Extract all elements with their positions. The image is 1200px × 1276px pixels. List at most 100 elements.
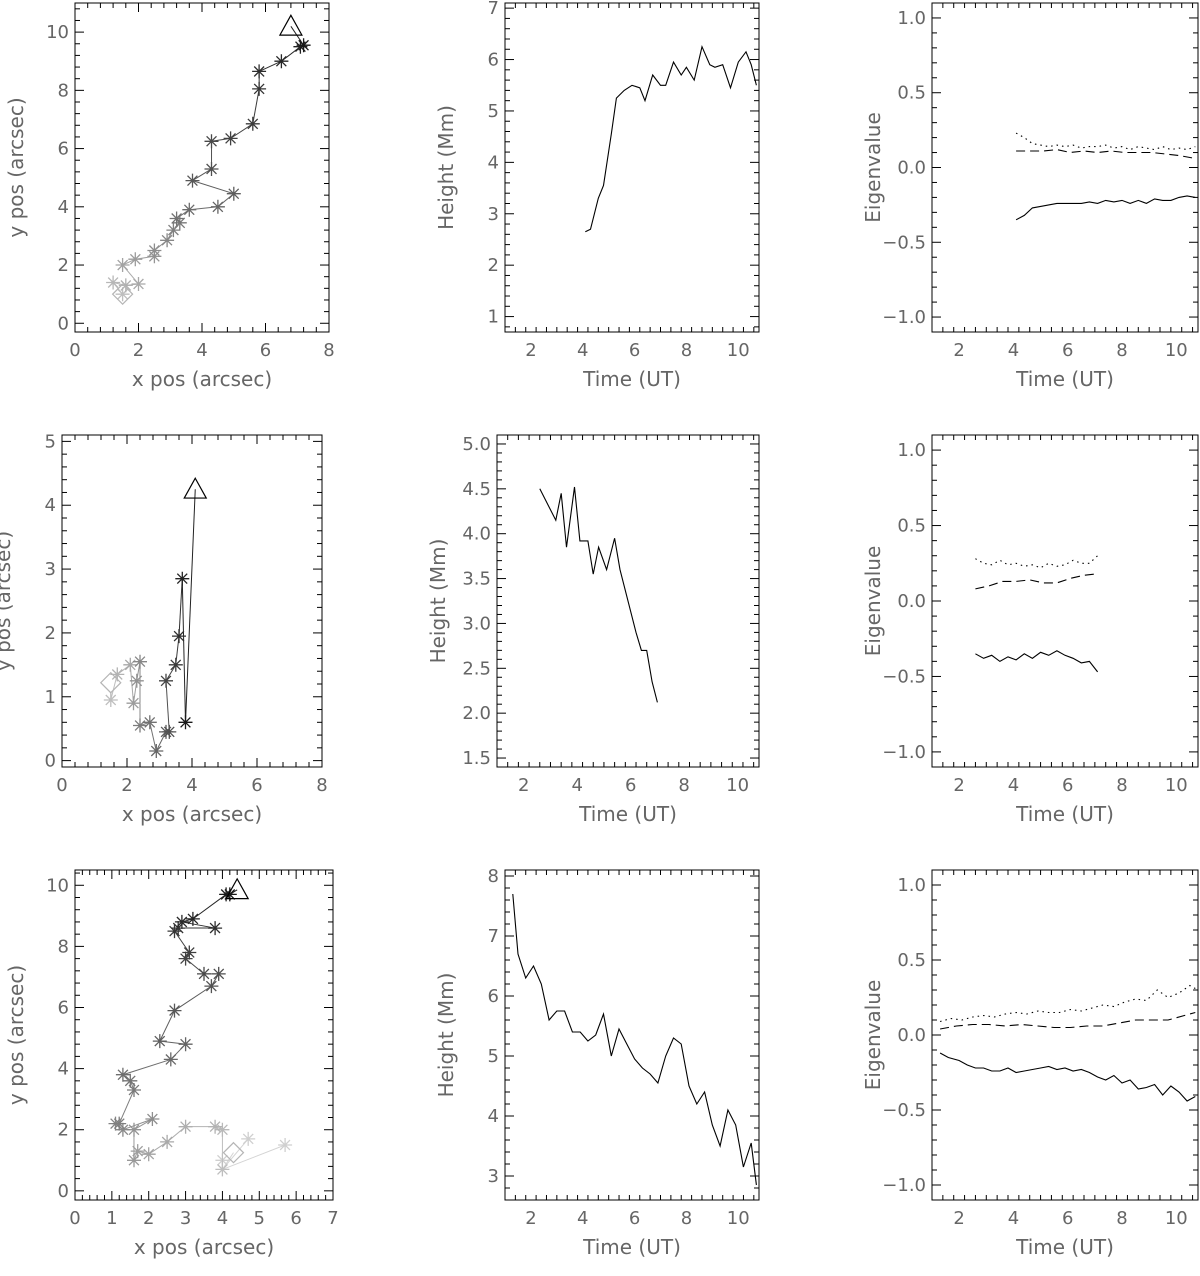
y-tick-label: 5 (488, 101, 499, 122)
data-layer (939, 984, 1196, 1102)
track-segment (192, 168, 212, 182)
track-point (178, 1119, 193, 1134)
y-tick-label: 2 (488, 255, 499, 276)
track-point (106, 275, 121, 290)
track-point (197, 966, 211, 981)
y-axis-label: Eigenvalue (861, 980, 885, 1091)
x-tick-label: 10 (727, 340, 750, 361)
x-tick-label: 4 (577, 1208, 588, 1229)
end-triangle-marker (183, 477, 208, 499)
y-tick-label: 10 (46, 22, 69, 43)
x-tick-label: 10 (1165, 340, 1188, 361)
x-tick-label: 8 (323, 340, 334, 361)
y-tick-label: 0.5 (897, 950, 926, 971)
track-point (204, 134, 219, 149)
track-point (103, 693, 118, 707)
y-axis-label: y pos (arcsec) (0, 531, 15, 671)
dotted-series-line (975, 555, 1098, 569)
track-point (167, 1003, 182, 1018)
track-point (149, 744, 164, 758)
panel-1: 0 2 4 6 8 0 2 4 6 8 10 x pos (arcsec) y pos (arcsec) (4, 2, 335, 391)
dotted-series-line (939, 984, 1196, 1023)
track-point (131, 277, 146, 291)
x-axis-label: Time (UT) (578, 802, 677, 826)
x-tick-label: 6 (1062, 340, 1073, 361)
track-point (115, 1122, 130, 1137)
x-axis-label: Time (UT) (1015, 1235, 1114, 1259)
y-tick-label: 0.0 (897, 1025, 926, 1046)
track-point (145, 1112, 160, 1126)
track-point (245, 116, 260, 131)
solid-series-line (975, 650, 1099, 673)
y-tick-label: −0.5 (882, 1100, 926, 1121)
x-tick-label: 2 (953, 775, 964, 796)
track-point (185, 173, 200, 188)
track-point (130, 1144, 145, 1159)
y-tick-label: 5.0 (462, 434, 491, 455)
x-tick-label: 6 (1062, 775, 1073, 796)
y-tick-label: 7 (488, 926, 499, 947)
plot-frame (504, 2, 760, 333)
x-tick-label: 6 (260, 340, 271, 361)
y-axis-label: Height (Mm) (426, 539, 450, 664)
track-point (123, 657, 138, 672)
y-tick-label: −1.0 (882, 307, 926, 328)
track-point (112, 1116, 127, 1131)
y-tick-label: 7 (488, 0, 499, 19)
y-tick-label: 0.0 (897, 158, 926, 179)
track-point (278, 1138, 293, 1152)
track-point (162, 724, 177, 739)
y-tick-label: 1.0 (897, 440, 926, 461)
x-axis-label: x pos (arcsec) (132, 367, 272, 391)
y-axis-label: y pos (arcsec) (4, 97, 28, 237)
track-point (172, 629, 186, 644)
track-point (118, 278, 133, 293)
y-tick-label: 8 (488, 866, 499, 887)
track-point (174, 914, 189, 929)
x-tick-label: 4 (1008, 340, 1019, 361)
solid-series-line (1015, 195, 1196, 221)
track-segment (222, 1144, 286, 1170)
x-tick-label: 5 (254, 1208, 265, 1229)
track-segment (149, 722, 157, 752)
track-segment (165, 664, 177, 682)
track-point (171, 921, 186, 936)
track-segment (252, 88, 260, 124)
track-point (128, 252, 143, 267)
x-tick-label: 10 (1165, 775, 1188, 796)
x-tick-label: 8 (678, 775, 689, 796)
x-tick-label: 2 (525, 340, 536, 361)
y-tick-label: 2 (58, 255, 69, 276)
track-point (215, 1162, 230, 1177)
x-tick-label: 8 (1116, 340, 1127, 361)
start-diamond-marker (111, 283, 134, 305)
y-tick-label: 4 (58, 1059, 69, 1080)
solid-series-line (539, 486, 658, 703)
y-tick-label: −0.5 (882, 666, 926, 687)
y-tick-label: 4 (45, 495, 56, 516)
data-layer (585, 44, 757, 233)
track-point (133, 654, 147, 669)
y-tick-label: 4 (488, 152, 499, 173)
track-point (127, 1083, 141, 1097)
y-tick-label: 6 (488, 986, 499, 1007)
x-tick-label: 6 (1062, 1208, 1073, 1229)
track-point (115, 1067, 130, 1082)
x-tick-label: 6 (625, 775, 636, 796)
panel-7: 0 1 2 3 4 5 6 7 0 2 4 6 8 10 x pos (arcsec) y pos (arcs… (4, 869, 339, 1259)
data-layer (99, 477, 208, 758)
y-tick-label: 5 (488, 1046, 499, 1067)
track-segment (178, 578, 183, 637)
dashed-series-line (940, 1011, 1196, 1030)
track-point (141, 1147, 156, 1162)
y-tick-label: 2 (58, 1120, 69, 1141)
track-point (185, 911, 200, 926)
y-tick-label: −1.0 (882, 1175, 926, 1196)
track-segment (185, 489, 196, 723)
x-tick-label: 4 (186, 775, 197, 796)
track-segment (122, 1058, 171, 1076)
plot-frame (496, 434, 760, 768)
track-point (274, 54, 289, 69)
